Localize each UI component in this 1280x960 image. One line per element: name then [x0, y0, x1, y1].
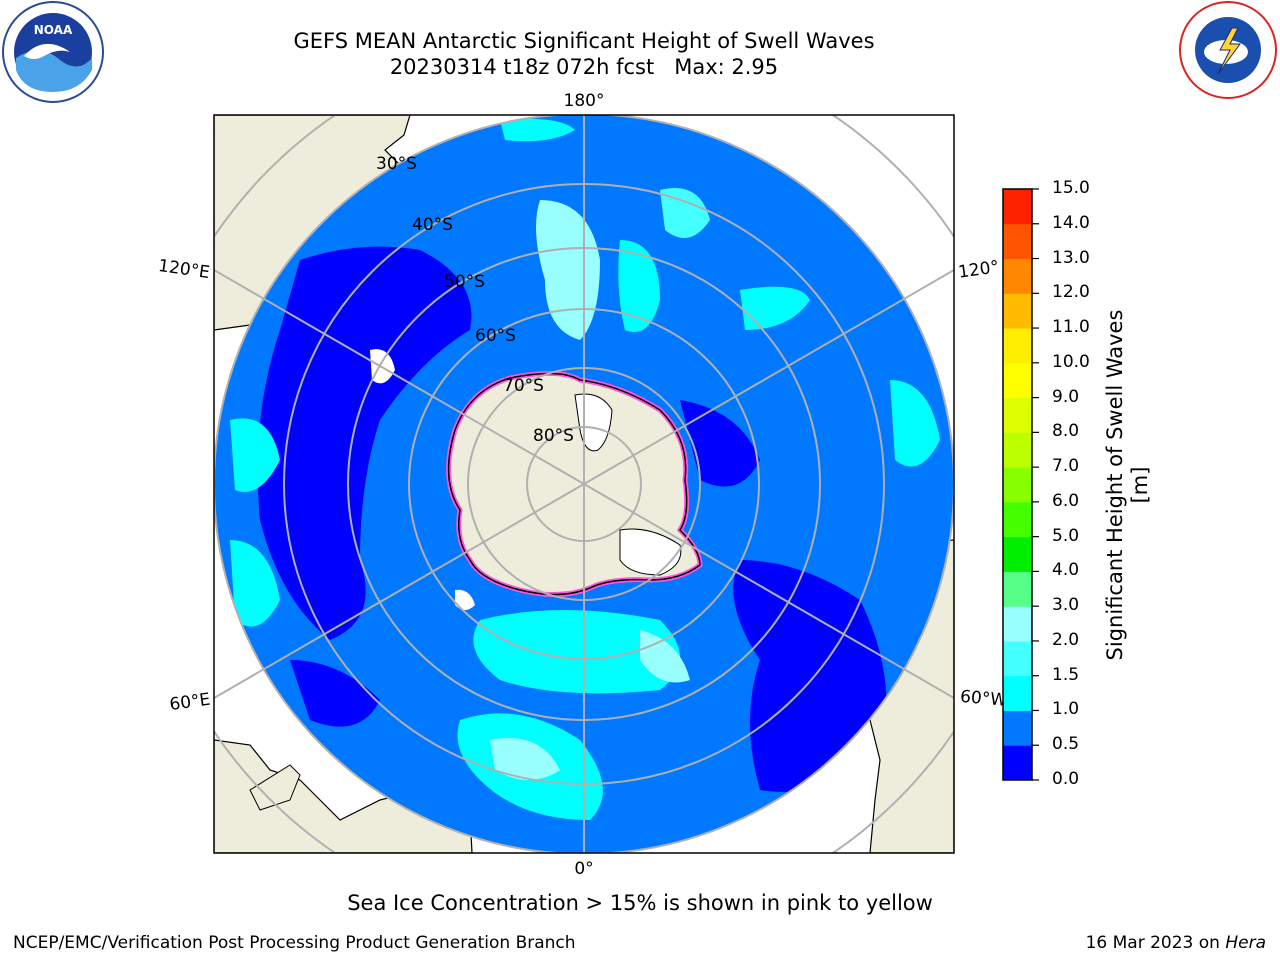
swell-mid-region: [890, 380, 940, 467]
lat-label-60s: 60°S: [475, 326, 516, 346]
lon-label-180: 180°: [564, 91, 605, 111]
colorbar-tick-label: 3.0: [1052, 595, 1080, 616]
sea-ice-patch: [455, 589, 475, 610]
swell-mid-region: [490, 738, 560, 780]
swell-mid-region: [230, 540, 280, 627]
colorbar-band: [1003, 189, 1032, 225]
colorbar-tick-label: 7.0: [1052, 456, 1080, 477]
map-title: GEFS MEAN Antarctic Significant Height o…: [293, 29, 875, 53]
credit-branch: NCEP/EMC/Verification Post Processing Pr…: [13, 933, 576, 953]
colorbar-band: [1003, 571, 1032, 607]
colorbar-frame: [1002, 188, 1033, 781]
colorbar-band: [1003, 293, 1032, 329]
colorbar-band: [1003, 362, 1032, 399]
lat-label-30s: 30°S: [376, 154, 417, 174]
sea-ice-note: Sea Ice Concentration > 15% is shown in …: [347, 891, 933, 915]
colorbar-band: [1003, 432, 1032, 468]
colorbar-tick-label: 12.0: [1052, 282, 1090, 303]
colorbar-band: [1003, 501, 1032, 538]
colorbar-tick-label: 4.0: [1052, 560, 1080, 581]
colorbar-tick-label: 13.0: [1052, 247, 1090, 268]
colorbar-tick-label: 1.5: [1052, 664, 1080, 685]
swell-low-region: [733, 560, 887, 792]
map-subtitle: 20230314 t18z 072h fcst Max: 2.95: [389, 55, 779, 79]
swell-mid-region: [230, 418, 280, 492]
colorbar-tick-label: 11.0: [1052, 317, 1090, 338]
lat-label-50s: 50°S: [444, 272, 485, 292]
colorbar-band: [1003, 397, 1032, 433]
colorbar-band: [1003, 675, 1032, 711]
credit-machine: Hera: [1225, 933, 1266, 953]
swell-mid-region: [660, 188, 710, 238]
svg-text:NOAA: NOAA: [34, 23, 73, 37]
colorbar-tick-label: 10.0: [1052, 351, 1090, 372]
colorbar-tick-label: 15.0: [1052, 178, 1090, 198]
colorbar-tick-label: 0.0: [1052, 769, 1080, 789]
colorbar-band: [1003, 258, 1032, 294]
lat-label-40s: 40°S: [412, 215, 453, 235]
lat-label-70s: 70°S: [503, 376, 544, 396]
antarctica-coast: [447, 372, 701, 596]
swell-mid-region: [500, 118, 575, 142]
colorbar-band: [1003, 328, 1032, 364]
colorbar-tick-label: 6.0: [1052, 490, 1080, 511]
swell-low-region: [680, 400, 760, 487]
colorbar-band: [1003, 606, 1032, 642]
swell-mid-region: [473, 610, 680, 694]
colorbar-tick-label: 2.0: [1052, 629, 1080, 650]
colorbar-tick-label: 5.0: [1052, 525, 1080, 546]
swell-mid-region: [640, 630, 690, 683]
swell-mid-region: [618, 240, 660, 332]
sea-ice-patch: [370, 349, 395, 384]
colorbar-tick-label: 1.0: [1052, 699, 1080, 720]
colorbar-band: [1003, 223, 1032, 260]
colorbar-band: [1003, 745, 1032, 781]
colorbar-band: [1003, 640, 1032, 677]
colorbar-tick-label: 8.0: [1052, 421, 1080, 442]
lon-label-60w: 60°W: [959, 687, 1008, 711]
nws-logo: [1179, 1, 1277, 99]
credit-date: 16 Mar 2023 on Hera: [1086, 933, 1266, 953]
colorbar-tick-label: 14.0: [1052, 212, 1090, 233]
colorbar-band: [1003, 536, 1032, 572]
colorbar-tick-label: 9.0: [1052, 386, 1080, 407]
colorbar-tick-label: 0.5: [1052, 734, 1080, 755]
credit-date-text: 16 Mar 2023 on: [1085, 933, 1226, 953]
lat-label-80s: 80°S: [533, 426, 574, 446]
colorbar-label: Significant Height of Swell Waves [m]: [1103, 309, 1152, 661]
swell-low-region: [290, 660, 380, 727]
colorbar-band: [1003, 710, 1032, 746]
noaa-logo: NOAA: [2, 1, 104, 103]
map-frame: [213, 114, 955, 854]
land-madagascar: [249, 764, 301, 811]
ice-shelf-weddell: [619, 528, 682, 576]
meridian-120: [214, 269, 954, 699]
colorbar-band: [1003, 467, 1032, 503]
lon-label-0: 0°: [574, 859, 593, 879]
swell-mid-region: [740, 286, 810, 330]
land-africa: [214, 739, 473, 853]
swell-low-region: [257, 246, 472, 640]
